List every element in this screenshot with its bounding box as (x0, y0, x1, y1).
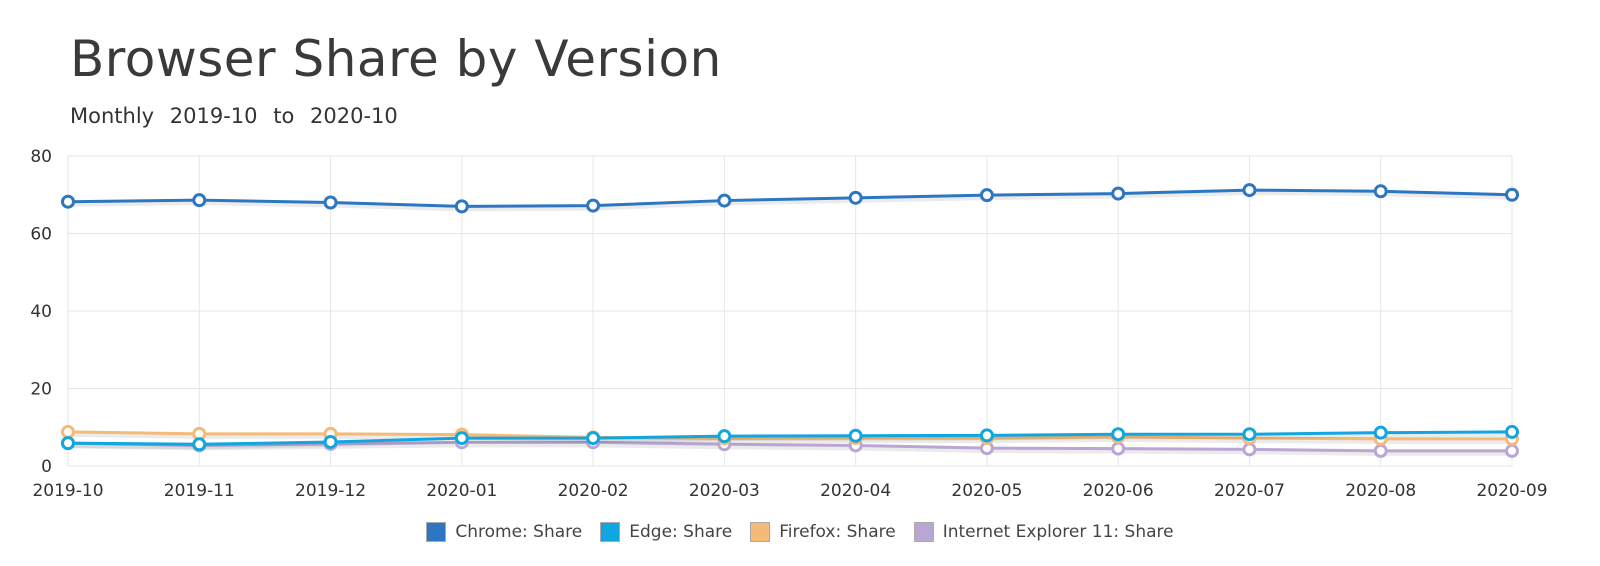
series-shadow (67, 443, 1512, 456)
x-tick-label: 2019-10 (32, 481, 103, 501)
data-point[interactable] (1111, 186, 1126, 201)
data-point[interactable] (1111, 427, 1126, 442)
y-axis-ticks: 0 20 40 60 80 (30, 147, 52, 477)
data-point[interactable] (1373, 443, 1388, 458)
chart-subtitle: Monthly 2019-10 to 2020-10 (70, 104, 407, 128)
data-point[interactable] (717, 193, 732, 208)
data-point[interactable] (454, 199, 469, 214)
chart-title: Browser Share by Version (70, 30, 722, 88)
series-group (61, 183, 1519, 458)
x-tick-label: 2020-06 (1083, 481, 1154, 501)
y-tick-label: 40 (30, 302, 52, 322)
data-point[interactable] (454, 431, 469, 446)
data-point[interactable] (1505, 443, 1519, 458)
series-line (67, 430, 1512, 441)
legend-swatch (600, 522, 621, 542)
data-point[interactable] (979, 188, 994, 203)
legend-label: Firefox: Share (779, 522, 896, 542)
x-tick-label: 2019-12 (295, 481, 366, 501)
series-line (67, 440, 1512, 453)
series-shadow (67, 432, 1513, 450)
data-point[interactable] (1505, 187, 1519, 202)
x-tick-label: 2020-02 (558, 481, 629, 501)
data-point[interactable] (1242, 442, 1257, 457)
data-point[interactable] (586, 431, 601, 446)
data-point[interactable] (1505, 424, 1519, 439)
data-point[interactable] (61, 436, 75, 451)
subtitle-frequency: Monthly (70, 104, 155, 128)
series-edge-share (61, 424, 1519, 452)
data-point[interactable] (61, 194, 75, 209)
y-tick-label: 60 (30, 225, 52, 245)
x-tick-label: 2020-03 (689, 481, 760, 501)
legend-swatch (426, 522, 447, 542)
legend-label: Internet Explorer 11: Share (942, 522, 1174, 542)
legend-item[interactable]: Firefox: Share (750, 522, 896, 542)
series-shadow (67, 432, 1512, 444)
legend-item[interactable]: Chrome: Share (426, 522, 582, 542)
data-point[interactable] (848, 428, 863, 443)
series-line (67, 430, 1513, 446)
data-point[interactable] (1373, 184, 1388, 199)
y-tick-label: 0 (41, 457, 52, 477)
x-tick-label: 2020-01 (426, 481, 497, 501)
x-tick-label: 2020-08 (1345, 481, 1416, 501)
data-point[interactable] (61, 424, 75, 439)
subtitle-to: 2020-10 (310, 104, 398, 128)
x-axis-ticks: 2019-10 2019-11 2019-12 2020-01 2020-02 2020-… (32, 481, 1547, 501)
subtitle-from: 2019-10 (169, 104, 258, 128)
data-point[interactable] (1111, 441, 1126, 456)
x-tick-label: 2020-05 (951, 481, 1022, 501)
x-tick-label: 2020-04 (820, 481, 891, 501)
series-chrome-share (61, 183, 1519, 214)
legend-swatch (913, 522, 934, 542)
data-point[interactable] (323, 195, 338, 210)
legend-item[interactable]: Internet Explorer 11: Share (913, 522, 1174, 542)
data-point[interactable] (848, 190, 863, 205)
data-point[interactable] (979, 428, 994, 443)
x-tick-label: 2019-11 (164, 481, 235, 501)
x-tick-label: 2020-09 (1476, 481, 1547, 501)
subtitle-to-word: to (273, 104, 295, 128)
data-point[interactable] (1242, 183, 1257, 198)
series-line (67, 188, 1513, 208)
data-point[interactable] (192, 437, 207, 452)
data-point[interactable] (192, 193, 207, 208)
data-point[interactable] (717, 429, 732, 444)
data-point[interactable] (1242, 427, 1257, 442)
legend-swatch (750, 522, 771, 542)
y-tick-label: 20 (30, 380, 52, 400)
legend-item[interactable]: Edge: Share (600, 522, 732, 542)
legend-label: Chrome: Share (455, 522, 583, 542)
data-point[interactable] (323, 434, 338, 449)
y-tick-label: 80 (30, 147, 52, 167)
legend: Chrome: Share Edge: Share Firefox: Share In… (0, 522, 1600, 547)
data-point[interactable] (586, 198, 601, 213)
legend-label: Edge: Share (629, 522, 733, 542)
x-tick-label: 2020-07 (1214, 481, 1285, 501)
data-point[interactable] (1373, 425, 1388, 440)
series-shadow (67, 191, 1513, 212)
